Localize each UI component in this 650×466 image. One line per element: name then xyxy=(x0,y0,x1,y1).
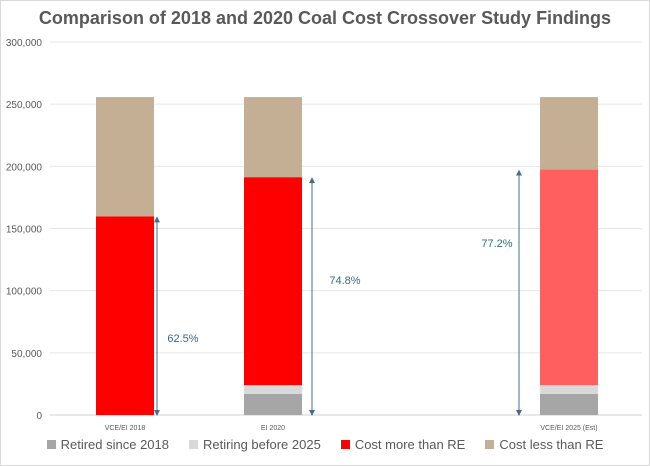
bar-segment-retiring-before-2025 xyxy=(540,385,598,394)
y-tick-label: 250,000 xyxy=(6,100,43,111)
legend: Retired since 2018 Retiring before 2025 Co… xyxy=(0,437,650,452)
legend-swatch xyxy=(485,440,495,449)
percent-label: 77.2% xyxy=(481,238,512,250)
bar-segment-cost-more-than-re xyxy=(96,216,154,415)
legend-swatch xyxy=(189,440,198,449)
y-tick-label: 100,000 xyxy=(6,287,43,298)
bar-segment-cost-more-than-re xyxy=(540,169,598,386)
x-tick-label: VCE/EI 2025 (Est) xyxy=(540,425,597,432)
x-tick-label: VCE/EI 2018 xyxy=(105,425,146,432)
legend-label: Retiring before 2025 xyxy=(203,437,321,452)
y-tick-label: 300,000 xyxy=(6,38,43,49)
legend-item: Retiring before 2025 xyxy=(189,437,321,452)
percent-label: 62.5% xyxy=(167,333,198,345)
legend-item: Cost more than RE xyxy=(340,437,466,452)
y-tick-label: 150,000 xyxy=(6,225,43,236)
bar-segment-retired-since-2018 xyxy=(244,393,302,415)
y-tick-label: 200,000 xyxy=(6,162,43,173)
legend-item: Cost less than RE xyxy=(485,437,603,452)
chart-title: Comparison of 2018 and 2020 Coal Cost Cr… xyxy=(38,8,612,28)
x-tick-label: EI 2020 xyxy=(261,425,285,432)
bar-segment-cost-more-than-re xyxy=(244,177,302,386)
bar-segment-cost-less-than-re xyxy=(244,97,302,178)
legend-label: Cost more than RE xyxy=(354,437,466,452)
bar-segment-cost-less-than-re xyxy=(540,97,598,170)
y-tick-label: 0 xyxy=(36,411,42,422)
legend-swatch xyxy=(46,440,56,449)
y-tick-label: 50,000 xyxy=(11,349,42,360)
legend-item: Retired since 2018 xyxy=(46,437,169,452)
bar-segment-cost-less-than-re xyxy=(96,97,154,217)
legend-swatch xyxy=(340,440,350,449)
bar-segment-retired-since-2018 xyxy=(540,393,598,415)
percent-label: 74.8% xyxy=(329,275,360,287)
legend-label: Retired since 2018 xyxy=(60,437,169,452)
legend-label: Cost less than RE xyxy=(499,437,604,452)
bar-segment-retiring-before-2025 xyxy=(244,385,302,394)
